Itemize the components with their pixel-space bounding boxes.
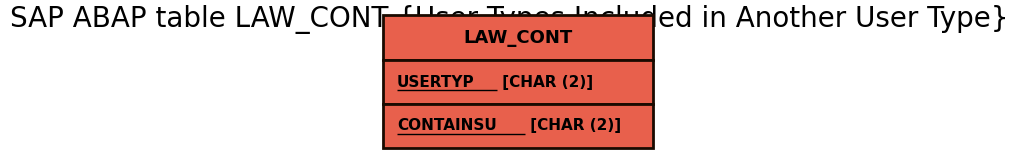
Text: [CHAR (2)]: [CHAR (2)] (497, 75, 593, 90)
Text: [CHAR (2)]: [CHAR (2)] (525, 118, 622, 133)
Bar (383, 104, 653, 148)
Bar (383, 60, 653, 104)
Text: USERTYP: USERTYP (397, 75, 474, 90)
Text: SAP ABAP table LAW_CONT {User Types Included in Another User Type}: SAP ABAP table LAW_CONT {User Types Incl… (10, 5, 1009, 34)
Bar (383, 15, 653, 60)
Text: LAW_CONT: LAW_CONT (463, 29, 573, 47)
Text: CONTAINSU: CONTAINSU (397, 118, 496, 133)
